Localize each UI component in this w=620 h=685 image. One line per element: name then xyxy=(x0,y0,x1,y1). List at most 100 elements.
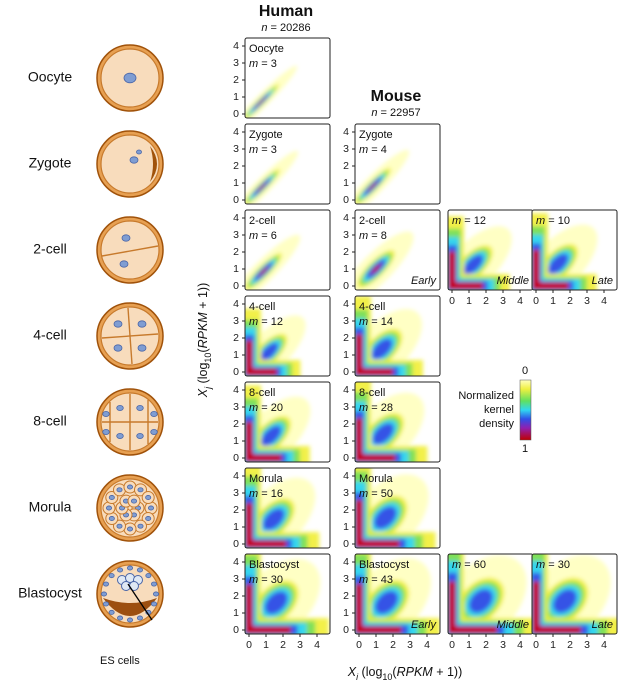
m-eq: = 3 xyxy=(258,58,277,70)
cell-illustration xyxy=(96,216,164,284)
axis-label-part: 10 xyxy=(203,353,213,363)
density-band xyxy=(372,265,380,273)
nucleus xyxy=(145,495,152,500)
x-tick-label: 0 xyxy=(533,639,539,651)
panel-frame xyxy=(244,553,331,635)
density-layers xyxy=(245,234,301,290)
nucleus xyxy=(123,72,137,84)
nucleus xyxy=(137,344,147,352)
y-tick-label: 0 xyxy=(233,194,239,206)
m-var: m xyxy=(536,559,545,571)
x-tick-label: 0 xyxy=(356,639,362,651)
stage-name: Zygote xyxy=(29,155,72,171)
density-axis-band xyxy=(245,422,253,458)
axis-label-part: RPKM xyxy=(397,665,434,679)
density-axis-band xyxy=(355,368,394,376)
x-tick-label: 0 xyxy=(246,639,252,651)
density-layers xyxy=(355,231,414,290)
nucleus xyxy=(116,432,124,440)
axis-label-part: 10 xyxy=(382,672,392,682)
density-axis-band xyxy=(245,454,282,462)
y-tick-label: 3 xyxy=(233,57,239,69)
m-eq: = 12 xyxy=(258,316,283,328)
panel-m: m = 20 xyxy=(249,402,283,414)
nucleus xyxy=(116,487,123,493)
density-axis-band xyxy=(355,540,400,548)
panel-tag: Late xyxy=(592,275,613,287)
nucleus xyxy=(137,487,144,493)
cell-illustration xyxy=(96,474,164,542)
nucleus xyxy=(102,601,109,607)
density-axis-band xyxy=(245,503,253,544)
panel-m: m = 43 xyxy=(359,574,393,586)
nucleus xyxy=(116,523,123,529)
y-tick-label: 0 xyxy=(233,366,239,378)
axis-label-part: + 1)) xyxy=(433,665,463,679)
panel-frame xyxy=(244,123,331,205)
x-tick-label: 2 xyxy=(567,639,573,651)
density-band xyxy=(257,99,264,106)
panel-frame xyxy=(244,295,331,377)
density-layers xyxy=(448,554,533,634)
y-tick-label: 0 xyxy=(343,366,349,378)
y-tick-label: 0 xyxy=(233,452,239,464)
panel-tag: Early xyxy=(411,275,438,287)
panel-m: m = 30 xyxy=(536,559,570,571)
panel-label: Oocyte xyxy=(249,43,284,55)
panel-frame xyxy=(354,381,441,463)
x-tick-label: 4 xyxy=(424,639,430,651)
panel-m: m = 16 xyxy=(249,488,283,500)
colorbar-label: density xyxy=(479,418,514,430)
panel-m: m = 50 xyxy=(359,488,393,500)
density-band xyxy=(258,184,265,191)
y-tick-label: 3 xyxy=(343,487,349,499)
y-tick-label: 0 xyxy=(233,538,239,550)
y-tick-label: 3 xyxy=(233,229,239,241)
nucleus xyxy=(137,320,147,328)
y-tick-label: 4 xyxy=(343,298,349,310)
y-tick-label: 4 xyxy=(343,212,349,224)
density-layers xyxy=(245,308,306,376)
cell-illustration xyxy=(96,388,164,456)
panel-frame xyxy=(354,209,441,291)
nucleus xyxy=(136,567,143,573)
panel-m: m = 3 xyxy=(249,58,277,70)
density-band xyxy=(371,338,393,360)
nucleus xyxy=(150,410,158,418)
x-tick-label: 4 xyxy=(601,295,607,307)
panel-label: 2-cell xyxy=(359,215,385,227)
y-tick-label: 3 xyxy=(233,315,239,327)
m-eq: = 4 xyxy=(368,144,387,156)
density xyxy=(355,231,414,290)
y-tick-label: 3 xyxy=(343,315,349,327)
y-tick-label: 4 xyxy=(233,298,239,310)
density-layers xyxy=(448,216,512,290)
m-var: m xyxy=(359,144,368,156)
nucleus xyxy=(108,573,115,579)
nucleus xyxy=(145,516,152,521)
y-tick-label: 4 xyxy=(233,40,239,52)
y-tick-label: 3 xyxy=(233,401,239,413)
colorbar-top: 0 xyxy=(522,365,528,377)
density xyxy=(355,296,423,376)
x-tick-label: 2 xyxy=(390,639,396,651)
density xyxy=(245,234,301,290)
panel-m: m = 30 xyxy=(249,574,283,586)
nucleus xyxy=(121,234,131,242)
y-tick-label: 2 xyxy=(233,590,239,602)
y-tick-label: 2 xyxy=(233,74,239,86)
y-tick-label: 3 xyxy=(343,143,349,155)
density-layers xyxy=(355,149,410,204)
m-eq: = 8 xyxy=(368,230,387,242)
axis-label-part: ( xyxy=(392,665,397,679)
m-var: m xyxy=(249,316,258,328)
density xyxy=(355,554,440,634)
density-band xyxy=(372,423,394,445)
nucleus xyxy=(106,505,113,511)
y-tick-label: 0 xyxy=(233,624,239,636)
panel-m: m = 4 xyxy=(359,144,387,156)
m-eq: = 6 xyxy=(258,230,277,242)
m-var: m xyxy=(249,488,258,500)
panel-label: 8-cell xyxy=(249,387,275,399)
nucleus xyxy=(102,581,109,587)
